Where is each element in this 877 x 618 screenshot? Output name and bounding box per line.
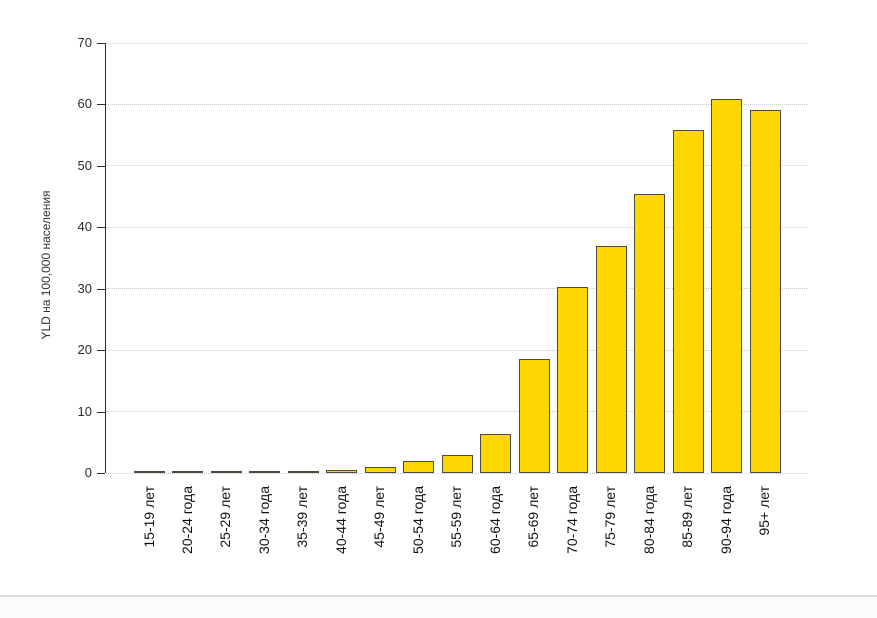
plot-area: [105, 42, 807, 474]
bar: [672, 129, 704, 473]
x-axis-label: 15-19 лет: [140, 486, 157, 548]
y-tick-mark: [97, 350, 105, 352]
x-axis-label: 40-44 года: [332, 486, 349, 554]
y-tick-mark: [97, 288, 105, 290]
x-axis-label: 60-64 года: [486, 486, 503, 554]
y-axis-title: YLD на 100,000 населения: [39, 190, 53, 340]
bar: [595, 245, 627, 473]
footer-area: [0, 597, 877, 618]
gridline: [106, 472, 807, 474]
bar: [711, 98, 743, 473]
y-tick-mark: [97, 473, 105, 474]
y-tick-label: 30: [77, 280, 92, 296]
bar: [249, 471, 281, 473]
bar: [403, 461, 435, 473]
bar: [441, 455, 473, 473]
bar: [364, 466, 396, 473]
gridline: [106, 349, 807, 351]
y-tick-label: 50: [77, 157, 92, 173]
x-axis-label: 85-89 лет: [679, 486, 696, 548]
gridline: [106, 42, 807, 44]
x-axis-label: 80-84 года: [640, 486, 657, 554]
x-axis-label: 90-94 года: [717, 486, 734, 554]
y-tick-mark: [97, 227, 105, 229]
y-tick-label: 70: [77, 35, 92, 50]
x-axis-label: 20-24 года: [178, 486, 195, 554]
x-axis-label: 25-29 лет: [217, 486, 234, 548]
x-axis-label: 70-74 года: [563, 486, 580, 554]
y-tick-label: 60: [77, 96, 92, 112]
y-tick-label: 10: [77, 403, 92, 419]
gridline: [106, 165, 807, 167]
bar: [326, 469, 358, 473]
y-tick-mark: [97, 411, 105, 413]
bar: [634, 194, 666, 473]
gridline: [106, 288, 807, 290]
y-tick-label: 0: [84, 465, 92, 480]
bar: [749, 109, 781, 473]
x-axis-label: 95+ лет: [756, 486, 773, 536]
bar: [172, 471, 204, 473]
bar: [518, 359, 550, 473]
y-tick-label: 40: [77, 219, 92, 235]
x-axis-label: 35-39 лет: [294, 486, 311, 548]
gridline: [106, 226, 807, 228]
x-axis-label: 75-79 лет: [602, 486, 619, 548]
x-axis-label: 65-69 лет: [525, 486, 542, 548]
bottom-divider: [0, 595, 877, 597]
x-axis-label: 45-49 лет: [371, 486, 388, 548]
bar: [134, 471, 165, 473]
y-tick-mark: [97, 104, 105, 106]
gridline: [106, 411, 807, 413]
x-axis-label: 55-59 лет: [448, 486, 465, 548]
bar: [480, 433, 512, 473]
y-tick-mark: [97, 165, 105, 167]
gridline: [106, 103, 807, 105]
bar: [557, 286, 589, 473]
x-axis-label: 30-34 года: [255, 486, 272, 554]
y-tick-mark: [97, 43, 105, 44]
bar: [210, 471, 242, 473]
y-tick-label: 20: [77, 342, 92, 358]
x-axis-label: 50-54 года: [409, 486, 426, 554]
bar: [287, 471, 319, 473]
